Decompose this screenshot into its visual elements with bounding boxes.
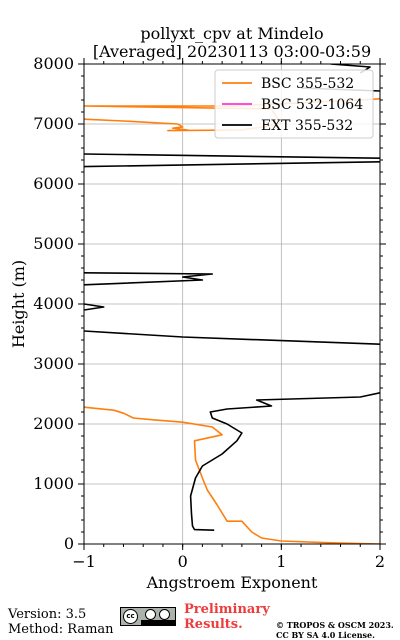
x-tick-labels: −1 0 1 2 [72, 552, 385, 571]
chart-canvas: −1 0 1 2 010002000300040005000600070008000 … [9, 54, 386, 592]
x-axis-label: Angstroem Exponent [146, 573, 318, 592]
preliminary-line-1: Preliminary [184, 602, 270, 617]
y-tick-labels: 0 1000 2000 3000 4000 5000 6000 7000 8000 [33, 54, 74, 553]
y-tick-label: 5000 [33, 234, 74, 253]
x-tick-label: −1 [72, 552, 96, 571]
x-tick-label: 2 [375, 552, 385, 571]
chart-legend: BSC 355-532 BSC 532-1064 EXT 355-532 [214, 69, 374, 139]
ext-355-532-line-segment [84, 303, 105, 311]
y-tick-label: 4000 [33, 294, 74, 313]
grid-lines [83, 63, 381, 545]
by-icon [145, 609, 156, 620]
legend-label: BSC 532-1064 [261, 97, 363, 113]
copyright-notice: © TROPOS & OSCM 2023. CC BY SA 4.0 Licen… [276, 620, 394, 640]
ext-355-532-line-segment [84, 153, 380, 159]
preliminary-results-label: Preliminary Results. [184, 602, 270, 632]
ext-355-532-line-segment [84, 330, 380, 345]
copyright-line-2: CC BY SA 4.0 License. [276, 630, 375, 640]
legend-label: EXT 355-532 [261, 118, 353, 134]
ext-355-532-line-segment [84, 161, 380, 168]
y-tick-label: 8000 [33, 54, 74, 73]
x-tick-label: 0 [178, 552, 188, 571]
y-tick-label: 7000 [33, 114, 74, 133]
cc-license-badge: cc [120, 607, 176, 626]
axis-ticks [78, 58, 386, 550]
chart-title-line-2: [Averaged] 20230113 03:00-03:59 [92, 42, 372, 61]
copyright-line-1: © TROPOS & OSCM 2023. [276, 620, 394, 630]
ext-355-532-line-segment [84, 272, 214, 286]
y-tick-label: 0 [64, 534, 74, 553]
legend-box [214, 69, 374, 139]
badge-strip [141, 620, 175, 625]
cc-icon: cc [123, 609, 138, 624]
method-text: Method: Raman [8, 622, 114, 637]
y-tick-label: 1000 [33, 474, 74, 493]
y-tick-label: 6000 [33, 174, 74, 193]
y-tick-label: 3000 [33, 354, 74, 373]
chart-title-line-1: pollyxt_cpv at Mindelo [140, 24, 324, 43]
legend-label: BSC 355-532 [261, 76, 354, 92]
y-axis-label: Height (m) [9, 260, 28, 348]
x-tick-label: 1 [276, 552, 286, 571]
preliminary-line-2: Results. [184, 617, 243, 632]
bsc-355-532-line-upper [84, 98, 380, 132]
sa-icon [159, 609, 170, 620]
bsc-355-532-line [84, 406, 380, 544]
version-text: Version: 3.5 [8, 607, 87, 622]
ext-355-532-line [189, 392, 380, 531]
y-tick-label: 2000 [33, 414, 74, 433]
